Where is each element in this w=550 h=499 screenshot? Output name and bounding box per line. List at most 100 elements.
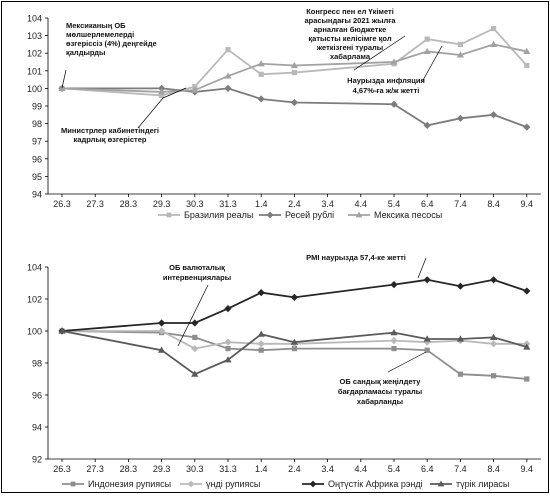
data-point	[258, 71, 264, 77]
annotation-line: Конгресс пен ел Үкіметі	[306, 7, 394, 16]
x-tick-label: 29.3	[153, 464, 171, 474]
x-tick-label: 8.4	[487, 464, 500, 474]
data-point	[524, 376, 530, 382]
data-point	[58, 327, 66, 334]
data-point	[290, 293, 298, 301]
data-point	[390, 58, 398, 65]
legend: Индонезия рупиясы үнді рупиясы Оңтүстік Аф…	[62, 479, 509, 489]
data-point	[490, 333, 498, 340]
legend-entry: Мексика песосы	[348, 210, 442, 220]
y-tick-label: 92	[32, 455, 42, 465]
annotation-leader	[353, 35, 406, 71]
data-point	[191, 345, 199, 353]
legend-entry: Бразилия реалы	[158, 210, 253, 220]
data-point	[391, 346, 397, 352]
x-tick-label: 28.3	[120, 464, 138, 474]
data-point	[291, 346, 297, 352]
data-point	[457, 371, 463, 377]
series-1	[59, 328, 530, 382]
x-tick-label: 9.4	[521, 464, 534, 474]
data-point	[257, 340, 265, 348]
data-point	[423, 335, 431, 342]
x-tick-label: 2.4	[288, 199, 301, 209]
legend: Бразилия реалы Ресей рублі Мексика песосы	[158, 210, 442, 220]
y-tick-label: 98	[32, 119, 42, 129]
y-tick-label: 104	[27, 263, 42, 273]
data-point	[291, 69, 297, 76]
x-tick-label: 5.4	[388, 199, 401, 209]
x-tick-label: 2.4	[288, 464, 301, 474]
data-point	[490, 276, 498, 284]
annotation-line: бағдарламасы туралы	[338, 387, 422, 396]
series-3	[58, 276, 531, 335]
data-point	[257, 60, 265, 67]
data-point	[423, 276, 431, 284]
legend-label: түрік лирасы	[456, 479, 509, 489]
data-point	[491, 25, 497, 32]
series-line	[61, 330, 528, 376]
annotation-line: арасындағы 2021 жылға	[304, 16, 396, 25]
annotation-line: ОБ валюталық	[169, 263, 225, 272]
data-point	[490, 40, 498, 47]
data-point	[290, 98, 298, 107]
data-point	[490, 340, 498, 348]
data-point	[225, 346, 231, 352]
annotation-leader	[162, 87, 187, 99]
series-2	[58, 84, 531, 131]
data-point	[225, 47, 231, 53]
data-point	[257, 289, 265, 297]
legend-label: Мексика песосы	[374, 210, 442, 220]
data-point	[523, 123, 531, 131]
x-tick-label: 7.4	[454, 464, 467, 474]
x-tick-label: 26.3	[53, 199, 71, 209]
x-tick-label: 6.4	[421, 199, 434, 209]
series-line	[61, 278, 528, 332]
y-tick-label: 94	[32, 423, 42, 433]
x-tick-label: 27.3	[86, 199, 104, 209]
data-point	[523, 287, 531, 295]
x-tick-label: 4.4	[355, 199, 368, 209]
x-tick-label: 7.4	[454, 199, 467, 209]
y-tick-label: 96	[32, 154, 42, 164]
y-tick-label: 101	[27, 66, 42, 76]
legend-entry: Ресей рублі	[259, 210, 334, 220]
x-tick-label: 29.3	[153, 199, 171, 209]
annotation-line: ОБ сандық жеңілдету	[340, 377, 422, 386]
data-point	[423, 121, 431, 129]
x-tick-label: 1.4	[255, 199, 268, 209]
data-point	[390, 337, 398, 345]
legend-label: Оңтүстік Африка рэнді	[328, 479, 423, 489]
data-point	[257, 330, 265, 337]
annotation-line: Наурызда инфляция	[347, 76, 425, 85]
y-tick-label: 100	[27, 84, 42, 94]
y-tick-label: 104	[27, 14, 42, 24]
data-point	[490, 111, 498, 119]
series-line	[61, 43, 527, 93]
legend-entry: Индонезия рупиясы	[62, 479, 171, 489]
x-tick-label: 6.4	[421, 464, 434, 474]
annotation-leader	[61, 69, 67, 89]
annotation-line: кадрлық өзгерістер	[74, 135, 147, 144]
data-point	[424, 36, 430, 42]
annotation-leader	[417, 257, 427, 279]
legend-entry: үнді рупиясы	[180, 479, 260, 489]
y-tick-label: 95	[32, 172, 42, 182]
x-tick-label: 28.3	[120, 199, 138, 209]
data-point	[158, 327, 166, 335]
data-point	[224, 305, 232, 313]
annotation-leader	[177, 284, 209, 347]
series-3	[58, 40, 531, 95]
data-point	[192, 334, 198, 340]
x-tick-label: 1.4	[255, 464, 268, 474]
data-point	[158, 319, 166, 327]
data-point	[257, 95, 265, 103]
annotation-line: 4,67%-ға ж/ж жетті	[353, 86, 420, 95]
data-point	[159, 92, 165, 99]
legend-label: үнді рупиясы	[206, 479, 260, 489]
data-point	[456, 335, 464, 342]
